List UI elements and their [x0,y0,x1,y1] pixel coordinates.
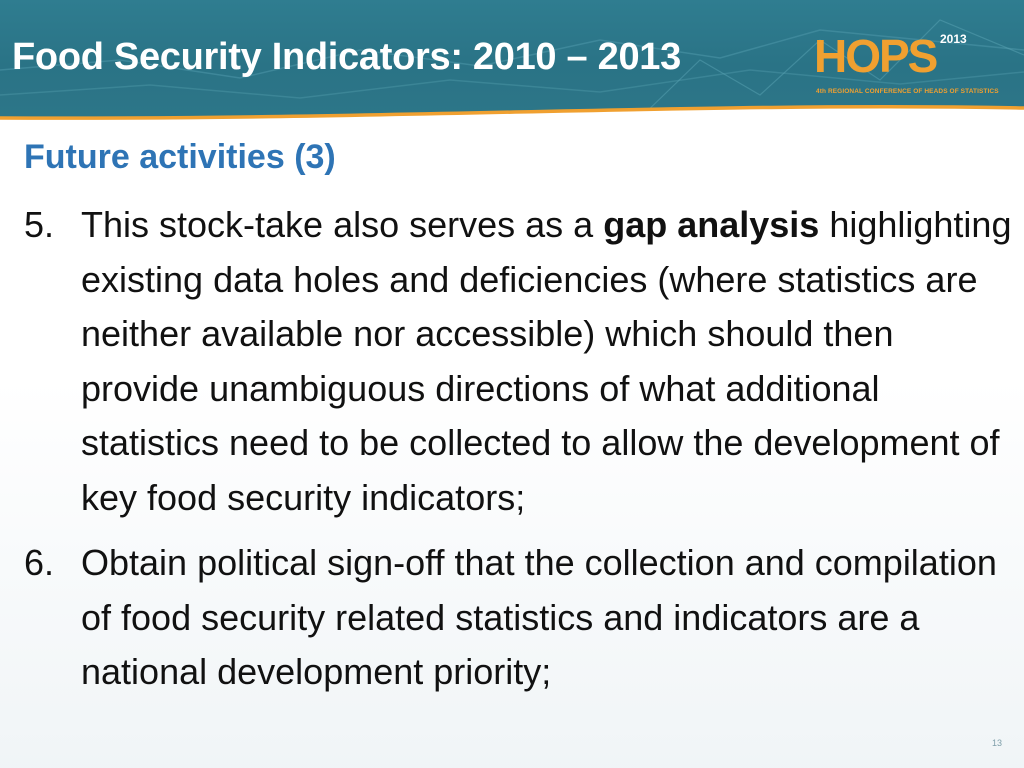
list-item-text: This stock-take also serves as a gap ana… [81,198,1014,525]
slide-header: Food Security Indicators: 2010 – 2013 HO… [0,0,1024,118]
hops-logo: HOPS 2013 4th REGIONAL CONFERENCE OF HEA… [812,30,999,100]
background-fade [0,380,1024,768]
numbered-list: 5. This stock-take also serves as a gap … [24,198,1014,700]
list-item-number: 5. [24,204,55,245]
section-heading: Future activities (3) [24,138,336,176]
list-item-text: Obtain political sign-off that the colle… [81,542,997,692]
logo-year: 2013 [940,32,967,46]
list-item: 6. Obtain political sign-off that the co… [24,536,1014,700]
logo-subtitle: 4th REGIONAL CONFERENCE OF HEADS OF STAT… [816,88,999,95]
list-item-number: 6. [24,542,55,583]
header-swoosh [0,105,1024,140]
page-number: 13 [991,738,1002,748]
emphasis-gap-analysis: gap analysis [603,204,820,245]
text-before: This stock-take also serves as a [81,204,604,245]
list-item: 5. This stock-take also serves as a gap … [24,198,1014,525]
logo-letters: HOPS [814,30,938,82]
slide-title: Food Security Indicators: 2010 – 2013 [12,36,681,78]
text-after: highlighting existing data holes and def… [81,204,1012,518]
header-decoration [0,19,1024,118]
